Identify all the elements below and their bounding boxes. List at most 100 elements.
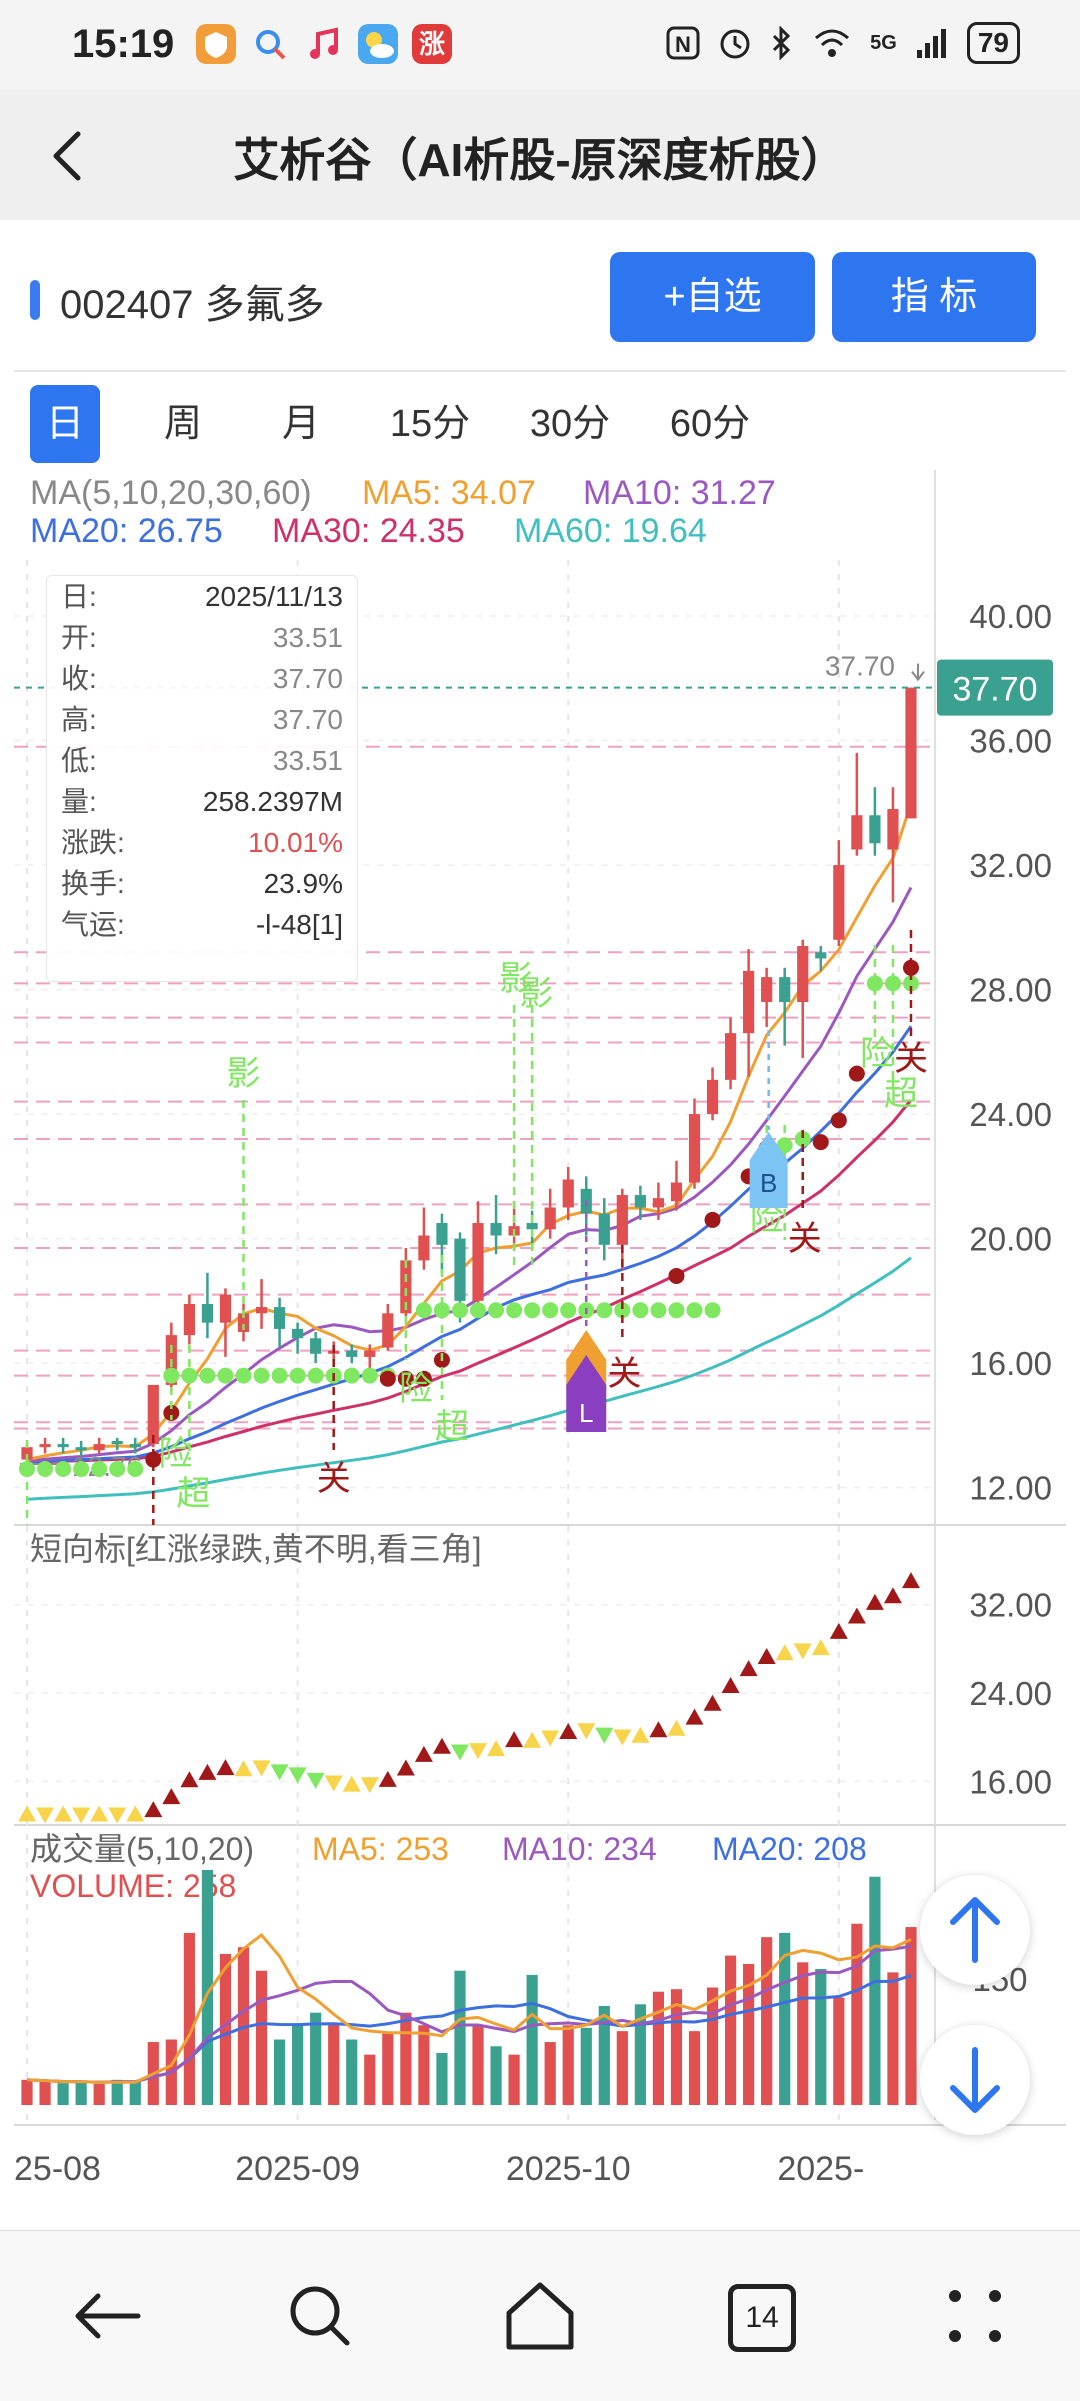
volume-bar	[761, 1937, 773, 2105]
volume-bar	[328, 2022, 340, 2105]
volume-bar	[472, 2025, 484, 2105]
price-tick-label: 28.00	[969, 972, 1052, 1009]
short-indicator-triangle	[144, 1801, 163, 1818]
close-signal-label: 关	[894, 1040, 928, 1078]
ma30-line	[26, 1099, 913, 1464]
red-signal-dot	[704, 1211, 721, 1228]
volume-bar	[93, 2084, 105, 2105]
l-marker-shape	[566, 1355, 607, 1432]
candle-body	[779, 977, 791, 1003]
short-indicator-triangle	[72, 1807, 91, 1824]
divider	[14, 370, 1066, 372]
back-arrow-icon[interactable]	[38, 120, 98, 190]
green-signal-dot	[451, 1302, 468, 1319]
candle-body	[111, 1440, 123, 1445]
candle-body	[851, 815, 863, 850]
green-signal-dot	[253, 1367, 270, 1384]
l-marker-label: L	[579, 1398, 593, 1428]
green-signal-dot	[506, 1302, 523, 1319]
short-indicator-triangle	[631, 1726, 650, 1743]
green-signal-dot	[271, 1367, 288, 1384]
search-nav-icon[interactable]	[275, 2271, 365, 2361]
home-nav-icon[interactable]	[495, 2271, 585, 2361]
arrow-down-icon	[950, 2047, 1000, 2113]
signal-label: 影	[227, 1055, 261, 1093]
candle-body	[183, 1303, 195, 1336]
tab-month[interactable]: 月	[281, 403, 320, 445]
red-signal-dot	[902, 959, 919, 976]
green-signal-dot	[524, 1302, 541, 1319]
scroll-up-button[interactable]	[920, 1875, 1030, 1985]
volume-bar	[634, 2004, 646, 2105]
short-indicator-triangle	[108, 1807, 127, 1824]
short-tick-label: 16.00	[969, 1763, 1052, 1800]
volume-bar	[75, 2082, 87, 2105]
volume-bar	[508, 2054, 520, 2105]
volume-bar	[364, 2054, 376, 2105]
stock-chart[interactable]: 40.00 36.00 32.00 28.00 24.00 20.00 16.00 12.00…	[0, 470, 1080, 2210]
volume-bar	[887, 1972, 899, 2105]
add-watchlist-button[interactable]: +自选	[610, 252, 815, 342]
x-axis-date-label: 2025-10	[506, 2150, 631, 2188]
current-price-label: 37.70	[952, 671, 1037, 709]
candle-body	[310, 1338, 322, 1354]
green-signal-dot	[343, 1367, 360, 1384]
network-label: 5G	[870, 31, 897, 54]
volume-bar	[616, 2031, 628, 2105]
green-signal-dot	[470, 1302, 487, 1319]
short-indicator-triangle	[739, 1660, 758, 1677]
volume-bar	[688, 2031, 701, 2105]
candle-body	[815, 952, 827, 959]
candle-body	[436, 1223, 448, 1245]
green-signal-dot	[361, 1367, 378, 1384]
tab-day[interactable]: 日	[30, 385, 100, 463]
more-nav-icon[interactable]	[930, 2271, 1020, 2361]
status-right: N 5G 79	[666, 22, 1020, 64]
candle-body	[833, 865, 845, 940]
candle-body	[616, 1195, 628, 1245]
info-row-turnover: 换手: 23.9%	[61, 868, 343, 899]
tabs-nav-button[interactable]: 14	[715, 2271, 805, 2361]
candle-body	[364, 1350, 376, 1357]
volume-bar	[905, 1927, 917, 2105]
short-indicator-triangle	[342, 1775, 361, 1792]
volume-bar	[562, 2025, 574, 2105]
status-app-icons: 涨	[196, 24, 452, 64]
indicator-button[interactable]: 指 标	[832, 252, 1036, 342]
candle-body	[743, 970, 755, 1034]
candle-body	[562, 1179, 574, 1208]
green-signal-dot	[866, 975, 883, 992]
short-indicator-triangle	[829, 1622, 848, 1639]
volume-bar	[436, 2052, 448, 2105]
candle-body	[526, 1223, 538, 1230]
tab-60min[interactable]: 60分	[669, 403, 751, 445]
volume-ma5-line	[26, 1932, 912, 2084]
back-nav-icon[interactable]	[60, 2271, 150, 2361]
candle-body	[724, 1033, 737, 1080]
short-indicator-triangle	[252, 1760, 271, 1777]
candle-body	[869, 815, 881, 844]
volume-bar	[779, 1932, 791, 2105]
ma60-line	[26, 1256, 912, 1501]
candle-body	[93, 1444, 105, 1451]
volume-bar	[454, 1970, 466, 2105]
tab-15min[interactable]: 15分	[389, 403, 471, 445]
short-tick-label: 32.00	[969, 1587, 1052, 1624]
tab-30min[interactable]: 30分	[529, 403, 611, 445]
volume-bar	[255, 1970, 268, 2105]
short-indicator-triangle	[649, 1721, 668, 1738]
red-signal-dot	[145, 1451, 162, 1468]
music-app-icon	[310, 27, 338, 59]
volume-bar	[382, 2033, 394, 2105]
green-signal-dot	[704, 1302, 721, 1319]
system-nav-bar: 14	[0, 2230, 1080, 2401]
candle-body	[57, 1444, 69, 1448]
volume-bar	[292, 2025, 304, 2105]
red-signal-dot	[379, 1370, 396, 1387]
green-signal-dot	[884, 975, 901, 992]
green-signal-dot	[542, 1302, 559, 1319]
price-tick-label: 24.00	[969, 1096, 1052, 1133]
tab-week[interactable]: 周	[163, 403, 202, 445]
close-signal-label: 关	[317, 1460, 351, 1498]
scroll-down-button[interactable]	[920, 2025, 1030, 2135]
